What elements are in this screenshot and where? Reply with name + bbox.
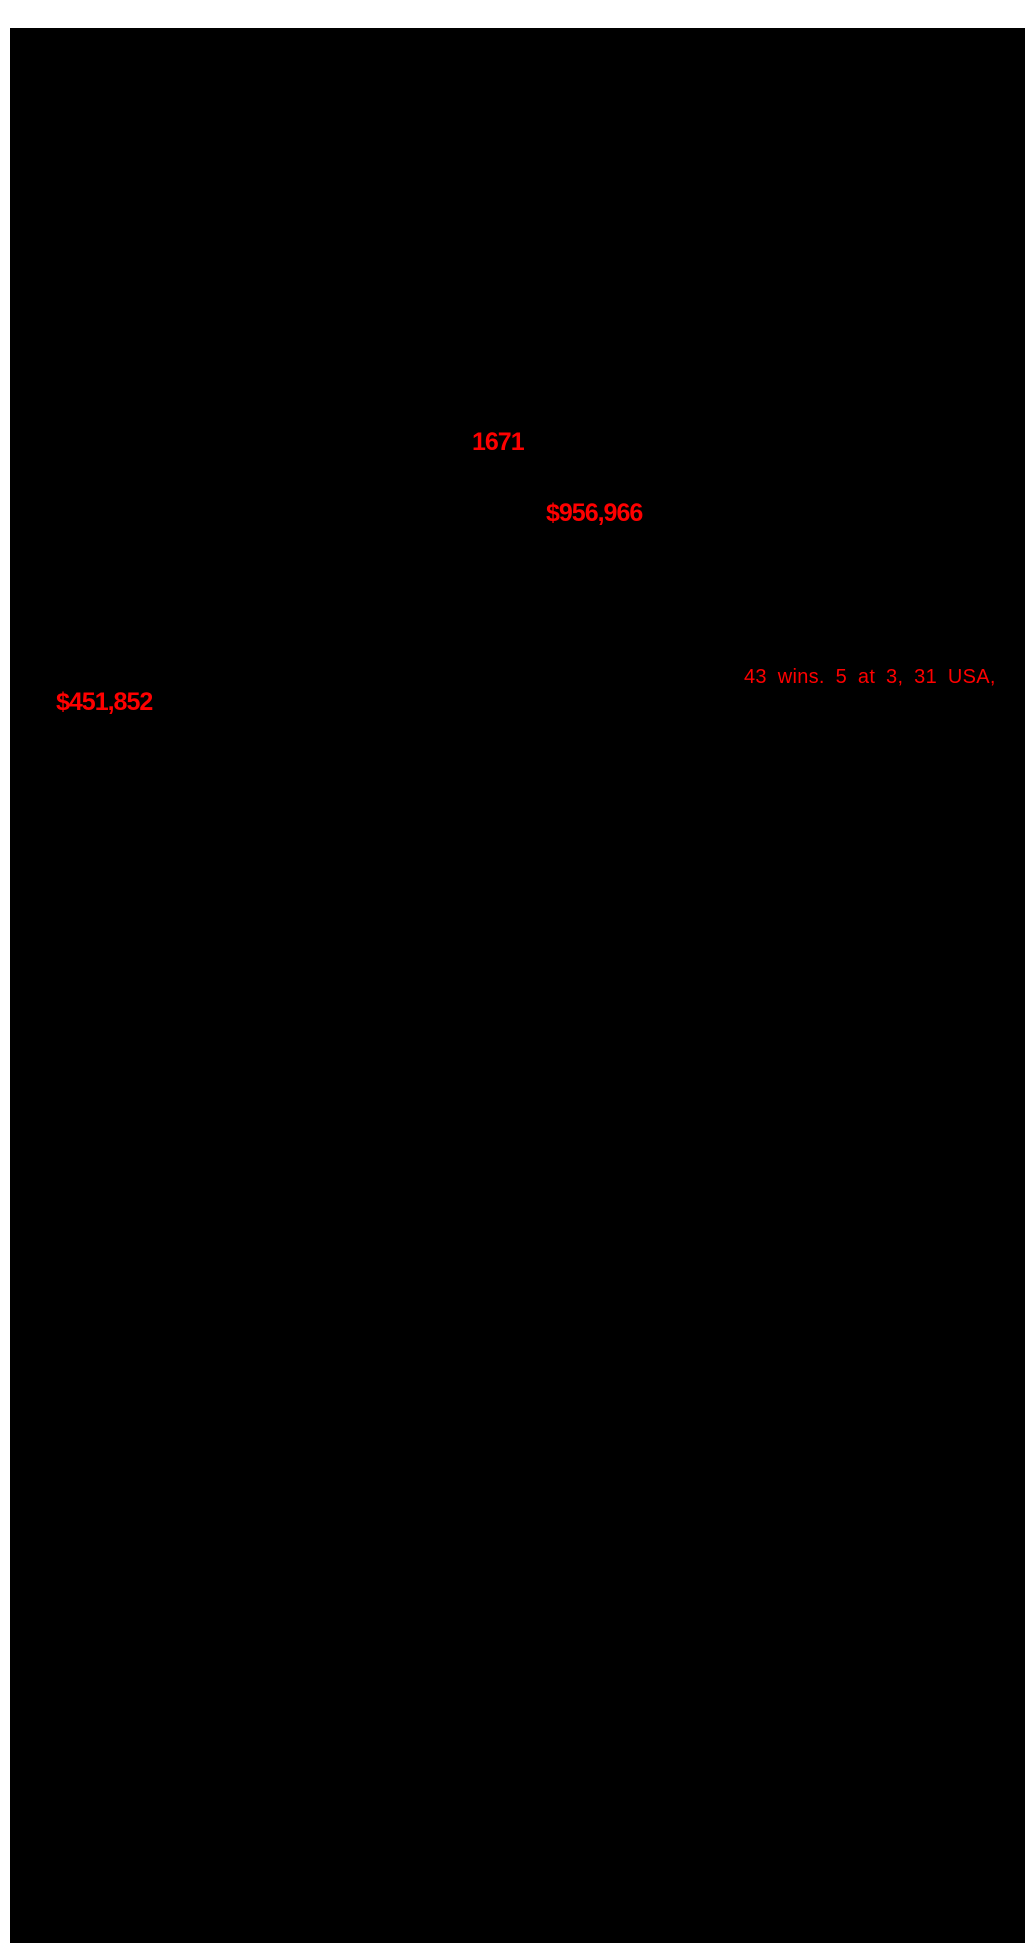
highlight-text-2: $956,966 [546, 499, 643, 527]
scanned-document-page: 1671 $956,966 43 wins. 5 at 3, 31 USA, $… [10, 28, 1025, 1943]
highlight-text-1: 1671 [472, 428, 525, 456]
highlight-text-4: $451,852 [56, 688, 153, 716]
highlight-text-3: 43 wins. 5 at 3, 31 USA, [744, 666, 996, 688]
